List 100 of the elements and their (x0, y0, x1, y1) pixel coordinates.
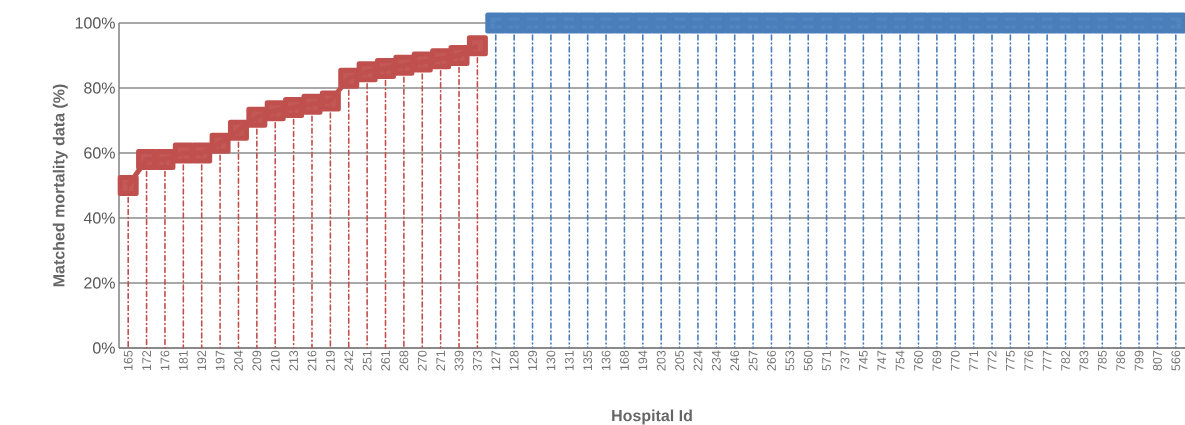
point (448, 45, 470, 66)
point (1146, 12, 1168, 34)
point (742, 12, 764, 34)
x-tick-label: 771 (969, 350, 978, 371)
point (209, 132, 231, 154)
point (926, 12, 948, 34)
x-tick-label: 373 (472, 350, 482, 371)
x-tick-label: 213 (289, 350, 299, 371)
point (595, 12, 617, 34)
point (760, 12, 782, 34)
x-tick-label: 242 (344, 350, 354, 371)
x-tick-label: 339 (454, 350, 464, 371)
x-tick-label: 210 (270, 350, 280, 371)
point (871, 12, 893, 34)
x-tick-label: 168 (620, 350, 629, 371)
x-tick-label: 747 (877, 350, 887, 371)
x-tick-label: 553 (785, 350, 795, 371)
x-tick-label: 224 (693, 350, 703, 371)
x-tick-label: 176 (160, 350, 170, 371)
y-tick-label: 60% (84, 147, 115, 159)
point (889, 12, 911, 34)
point (246, 106, 268, 128)
x-tick-label: 270 (417, 350, 427, 371)
x-tick-label: 754 (895, 350, 905, 371)
point (963, 12, 985, 34)
point (981, 12, 1003, 34)
x-tick-label: 219 (325, 350, 335, 371)
point (136, 149, 158, 170)
point (1018, 12, 1040, 34)
x-tick-label: 760 (914, 350, 923, 371)
x-tick-label: 127 (491, 350, 501, 371)
y-tick-label: 80% (84, 82, 115, 94)
x-tick-label: 194 (638, 350, 648, 371)
x-tick-label: 128 (509, 350, 519, 371)
x-tick-label: 571 (822, 350, 831, 371)
point (1073, 12, 1095, 34)
x-tick-label: 135 (583, 350, 593, 371)
point (411, 51, 433, 73)
x-tick-label: 271 (436, 350, 445, 371)
point (117, 175, 139, 196)
point (227, 119, 249, 141)
x-tick-label: 136 (601, 350, 611, 371)
y-tick-label: 0% (92, 342, 115, 354)
point (191, 142, 213, 164)
point (577, 12, 599, 34)
point (154, 149, 176, 170)
point (338, 67, 360, 89)
x-tick-label: 130 (546, 350, 556, 371)
point (283, 97, 305, 118)
x-tick-label: 261 (381, 350, 390, 371)
x-tick-label: 205 (675, 350, 684, 371)
point (540, 12, 562, 34)
point (834, 12, 856, 34)
point (503, 12, 525, 34)
point (356, 61, 378, 83)
x-tick-label: 172 (142, 350, 151, 371)
point (632, 12, 654, 34)
point (430, 48, 452, 70)
x-tick-label: 775 (1006, 350, 1015, 371)
x-tick-label: 246 (730, 350, 740, 371)
x-tick-label: 786 (1116, 350, 1126, 371)
x-tick-label: 257 (748, 350, 758, 371)
point (1036, 12, 1058, 34)
y-tick-label: 20% (84, 277, 115, 289)
point (1091, 12, 1113, 34)
point (172, 142, 194, 164)
x-tick-label: 560 (803, 350, 813, 371)
point (301, 93, 323, 115)
x-axis-title: Hospital Id (612, 409, 692, 425)
point (1055, 12, 1077, 34)
x-tick-label: 216 (307, 350, 317, 371)
point (705, 12, 727, 34)
x-tick-label: 268 (399, 350, 409, 371)
y-tick-label: 40% (83, 212, 115, 224)
point (375, 58, 396, 79)
point (522, 12, 544, 34)
point (908, 12, 929, 34)
x-tick-label: 197 (215, 350, 225, 371)
point (816, 12, 838, 34)
x-tick-label: 204 (234, 350, 243, 371)
x-tick-label: 782 (1061, 350, 1070, 371)
point (558, 12, 580, 34)
point (779, 12, 801, 34)
x-tick-label: 566 (1171, 350, 1181, 371)
point (1128, 12, 1150, 34)
point (264, 100, 286, 122)
x-tick-label: 131 (564, 350, 574, 371)
x-tick-label: 737 (840, 350, 850, 371)
point (485, 12, 507, 34)
x-tick-label: 251 (362, 350, 372, 371)
x-tick-label: 783 (1079, 350, 1089, 371)
point (650, 12, 672, 34)
x-tick-label: 129 (528, 350, 537, 371)
x-tick-label: 234 (711, 350, 721, 371)
x-tick-label: 772 (987, 350, 997, 371)
x-tick-label: 209 (252, 350, 262, 371)
point (687, 12, 709, 34)
y-tick-label: 100% (75, 17, 115, 29)
x-tick-label: 770 (950, 350, 960, 371)
x-tick-label: 192 (197, 350, 207, 371)
